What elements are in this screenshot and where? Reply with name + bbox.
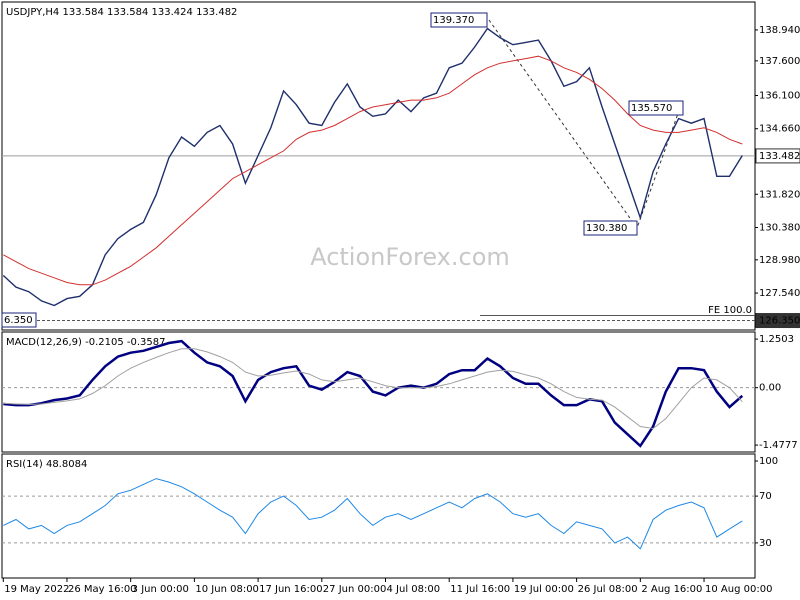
x-tick-label: 10 Jun 08:00	[195, 584, 259, 595]
annotation: 130.380	[586, 223, 627, 234]
y-tick-label: 127.540	[759, 288, 800, 299]
y-tick-label: 131.820	[759, 189, 800, 200]
annotation: 139.370	[433, 15, 474, 26]
panel-frame	[1, 453, 756, 579]
panel-frame	[1, 1, 756, 331]
series-line	[2, 27, 743, 307]
annotation-box	[430, 12, 488, 28]
y-tick-label: 138.940	[759, 25, 800, 36]
panel-title: RSI(14) 48.8084	[6, 459, 87, 470]
series-line	[3, 339, 744, 448]
price-label: 133.482	[759, 151, 800, 162]
x-tick-label: 4 Jul 08:00	[387, 584, 441, 595]
series-line	[3, 348, 743, 430]
x-tick-label: 19 Jul 00:00	[514, 584, 574, 595]
x-tick-label: 10 Aug 00:00	[705, 584, 772, 595]
x-tick-label: 3 Jun 00:00	[132, 584, 189, 595]
panel-title: USDJPY,H4 133.584 133.584 133.424 133.48…	[6, 7, 237, 18]
x-tick-label: 17 Jun 16:00	[259, 584, 323, 595]
series-line	[3, 478, 743, 550]
x-tick-label: 2 Aug 16:00	[641, 584, 702, 595]
panel-frame	[1, 331, 756, 453]
y-tick-label: 137.600	[759, 56, 800, 67]
x-tick-label: 11 Jul 16:00	[450, 584, 510, 595]
price-box	[755, 313, 800, 329]
price-label: 126.350	[759, 316, 800, 327]
y-tick-label: 70	[759, 491, 772, 502]
y-tick-label: 134.660	[759, 124, 800, 135]
y-tick-label: 1.2503	[759, 334, 794, 345]
x-tick-label: 26 Jul 08:00	[578, 584, 638, 595]
annotation-box	[1, 312, 37, 328]
x-tick-label: 27 Jun 00:00	[323, 584, 387, 595]
x-tick-label: 26 May 16:00	[68, 584, 137, 595]
zigzag	[488, 19, 681, 230]
annotation-box	[583, 220, 638, 236]
y-tick-label: 128.980	[759, 255, 800, 266]
series-line	[3, 55, 743, 286]
watermark: ActionForex.com	[310, 243, 510, 271]
panel-title: MACD(12,26,9) -0.2105 -0.3587	[6, 337, 166, 348]
y-tick-label: 100	[759, 456, 778, 467]
annotation: 6.350	[4, 315, 33, 326]
annotation: FE 100.0	[708, 305, 752, 316]
price-box	[755, 148, 800, 164]
y-tick-label: 130.380	[759, 223, 800, 234]
annotation: 135.570	[631, 103, 672, 114]
annotation-box	[628, 100, 684, 116]
x-tick-label: 19 May 2022	[4, 584, 69, 595]
y-tick-label: 136.100	[759, 90, 800, 101]
y-tick-label: 30	[759, 538, 772, 549]
y-tick-label: -1.4777	[759, 440, 798, 451]
y-tick-label: 0.00	[759, 383, 781, 394]
